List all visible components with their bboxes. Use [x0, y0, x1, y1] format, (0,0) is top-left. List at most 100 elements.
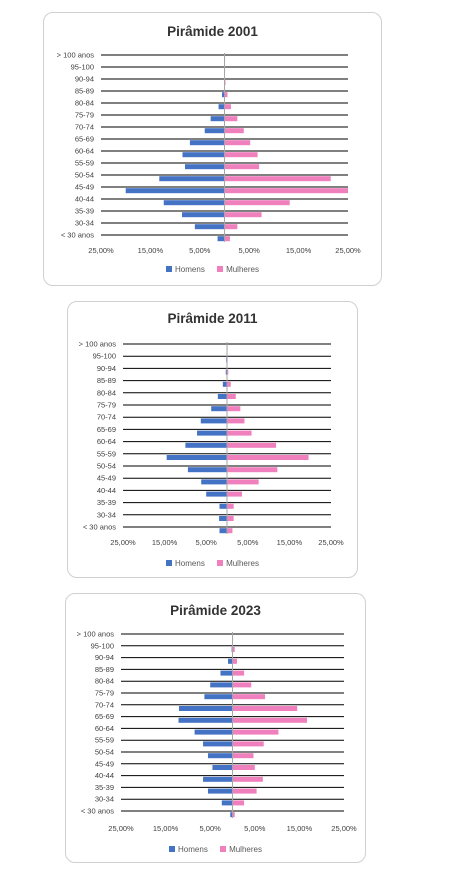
pyramid-chart-2001: Pirâmide 2001 > 100 anos 95-100 90-94 85-89…: [43, 12, 382, 286]
category-label: 60-64: [95, 724, 114, 733]
category-label: 65-69: [75, 135, 94, 144]
bar-mulheres: [232, 658, 237, 664]
bar-homens: [125, 188, 225, 194]
bar-homens: [189, 140, 225, 146]
bar-mulheres: [232, 765, 255, 770]
bar-homens: [228, 658, 233, 664]
bar-homens: [221, 800, 233, 806]
bar-homens: [184, 164, 225, 170]
category-label: 80-84: [75, 99, 94, 108]
category-label: 35-39: [95, 783, 114, 792]
legend-item-homens: Homens: [166, 559, 205, 568]
x-tick-label: 15,00%: [286, 246, 312, 255]
legend-item-homens: Homens: [169, 845, 208, 854]
bar-homens: [182, 152, 225, 158]
category-label: 30-34: [97, 510, 116, 519]
category-label: 50-54: [95, 748, 114, 757]
category-label: 70-74: [95, 700, 114, 709]
category-label: 40-44: [95, 771, 114, 780]
legend-label-mulheres: Mulheres: [226, 265, 259, 274]
chart-legend: Homens Mulheres: [44, 265, 381, 274]
bar-mulheres: [232, 741, 264, 747]
pyramid-plot: > 100 anos 95-100 90-94 85-89 80-84 75-79 70-7…: [79, 340, 344, 548]
bar-homens: [194, 729, 233, 735]
bar-homens: [166, 455, 227, 460]
bar-mulheres: [232, 647, 235, 652]
bar-mulheres: [227, 467, 278, 473]
legend-label-mulheres: Mulheres: [226, 559, 259, 568]
bar-homens: [187, 467, 227, 473]
bar-homens: [222, 92, 225, 98]
x-tick-label: 15,00%: [138, 246, 164, 255]
bar-homens: [212, 765, 233, 770]
category-label: 35-39: [75, 207, 94, 216]
bar-mulheres: [232, 706, 298, 711]
category-label: 75-79: [75, 111, 94, 120]
category-label: > 100 anos: [77, 630, 115, 639]
bar-mulheres: [224, 236, 230, 242]
category-label: 95-100: [71, 63, 94, 72]
bar-homens: [178, 706, 233, 711]
category-label: > 100 anos: [79, 340, 117, 349]
bar-homens: [204, 128, 225, 134]
category-label: 65-69: [97, 425, 116, 434]
category-label: 95-100: [91, 641, 114, 650]
pyramid-chart-2023: Pirâmide 2023 > 100 anos 95-100 90-94 85-89…: [65, 593, 366, 863]
category-label: 80-84: [97, 388, 116, 397]
legend-item-homens: Homens: [166, 265, 205, 274]
category-label: 45-49: [95, 759, 114, 768]
x-tick-label: 25,00%: [331, 824, 357, 833]
category-label: 75-79: [95, 689, 114, 698]
category-label: 70-74: [75, 123, 94, 132]
bar-homens: [217, 236, 225, 242]
bar-homens: [201, 479, 227, 485]
bar-mulheres: [227, 442, 277, 448]
x-tick-label: 5,00%: [244, 824, 266, 833]
category-label: 40-44: [97, 486, 116, 495]
bar-homens: [219, 503, 227, 509]
category-label: > 100 anos: [57, 51, 95, 60]
bar-mulheres: [224, 164, 260, 170]
legend-swatch-mulheres: [217, 266, 224, 272]
category-label: 55-59: [97, 449, 116, 458]
category-label: < 30 anos: [81, 807, 114, 816]
bar-homens: [225, 369, 227, 375]
category-label: 80-84: [95, 677, 114, 686]
x-tick-label: 15,00%: [153, 824, 179, 833]
category-label: 40-44: [75, 195, 94, 204]
x-tick-label: 25,00%: [88, 246, 114, 255]
bar-homens: [203, 776, 233, 782]
x-tick-label: 25,00%: [318, 538, 344, 547]
category-label: 70-74: [97, 413, 116, 422]
bar-homens: [200, 418, 227, 424]
bar-mulheres: [232, 682, 252, 688]
bar-homens: [178, 717, 233, 723]
bar-mulheres: [224, 212, 262, 218]
bar-mulheres: [224, 116, 238, 122]
bar-mulheres: [227, 369, 229, 375]
bar-mulheres: [224, 140, 251, 146]
bar-mulheres: [232, 729, 279, 735]
bar-mulheres: [224, 152, 258, 158]
category-label: 35-39: [97, 498, 116, 507]
x-tick-label: 15,00%: [152, 538, 178, 547]
legend-swatch-mulheres: [220, 846, 227, 852]
bar-homens: [203, 741, 233, 747]
category-label: 85-89: [95, 665, 114, 674]
category-label: 50-54: [75, 171, 94, 180]
bar-homens: [159, 176, 225, 182]
bar-mulheres: [227, 503, 234, 509]
category-label: 60-64: [75, 147, 94, 156]
x-tick-label: 5,00%: [189, 246, 211, 255]
bar-mulheres: [232, 800, 245, 806]
bar-homens: [206, 491, 227, 497]
chart-title: Pirâmide 2023: [170, 603, 261, 618]
category-label: 30-34: [75, 219, 94, 228]
x-tick-label: 5,00%: [196, 538, 218, 547]
bar-mulheres: [227, 455, 309, 460]
bar-homens: [185, 442, 227, 448]
bar-homens: [210, 682, 233, 688]
bar-mulheres: [232, 812, 235, 818]
bar-mulheres: [232, 670, 245, 676]
bar-mulheres: [224, 104, 231, 110]
